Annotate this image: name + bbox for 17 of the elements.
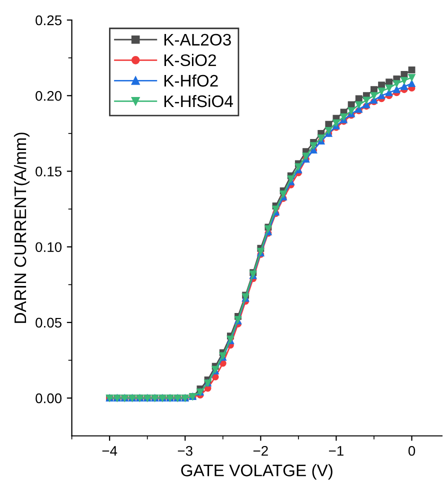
y-tick-label: 0.10	[36, 242, 62, 252]
x-tick-label: −1	[328, 446, 344, 456]
legend-label: K-SiO2	[164, 54, 216, 66]
x-tick-label: −2	[253, 446, 268, 456]
x-axis-title: GATE VOLATGE (V)	[181, 464, 332, 480]
legend-label: K-AL2O3	[164, 34, 231, 46]
y-tick-label: 0.05	[36, 318, 62, 328]
x-tick-label: −4	[102, 446, 118, 456]
legend-label: K-HfSiO4	[164, 94, 233, 108]
y-tick-label: 0.15	[36, 166, 62, 176]
x-tick-label: −3	[178, 446, 192, 456]
y-tick-label: 0.20	[36, 90, 62, 101]
y-axis-title: DARIN CURRENT(A/mm)	[14, 132, 30, 323]
legend-label: K-HfO2	[164, 74, 218, 87]
y-tick-label: 0.00	[36, 393, 62, 404]
x-tick-label: 0	[408, 446, 416, 456]
y-tick-label: 0.25	[36, 15, 62, 26]
